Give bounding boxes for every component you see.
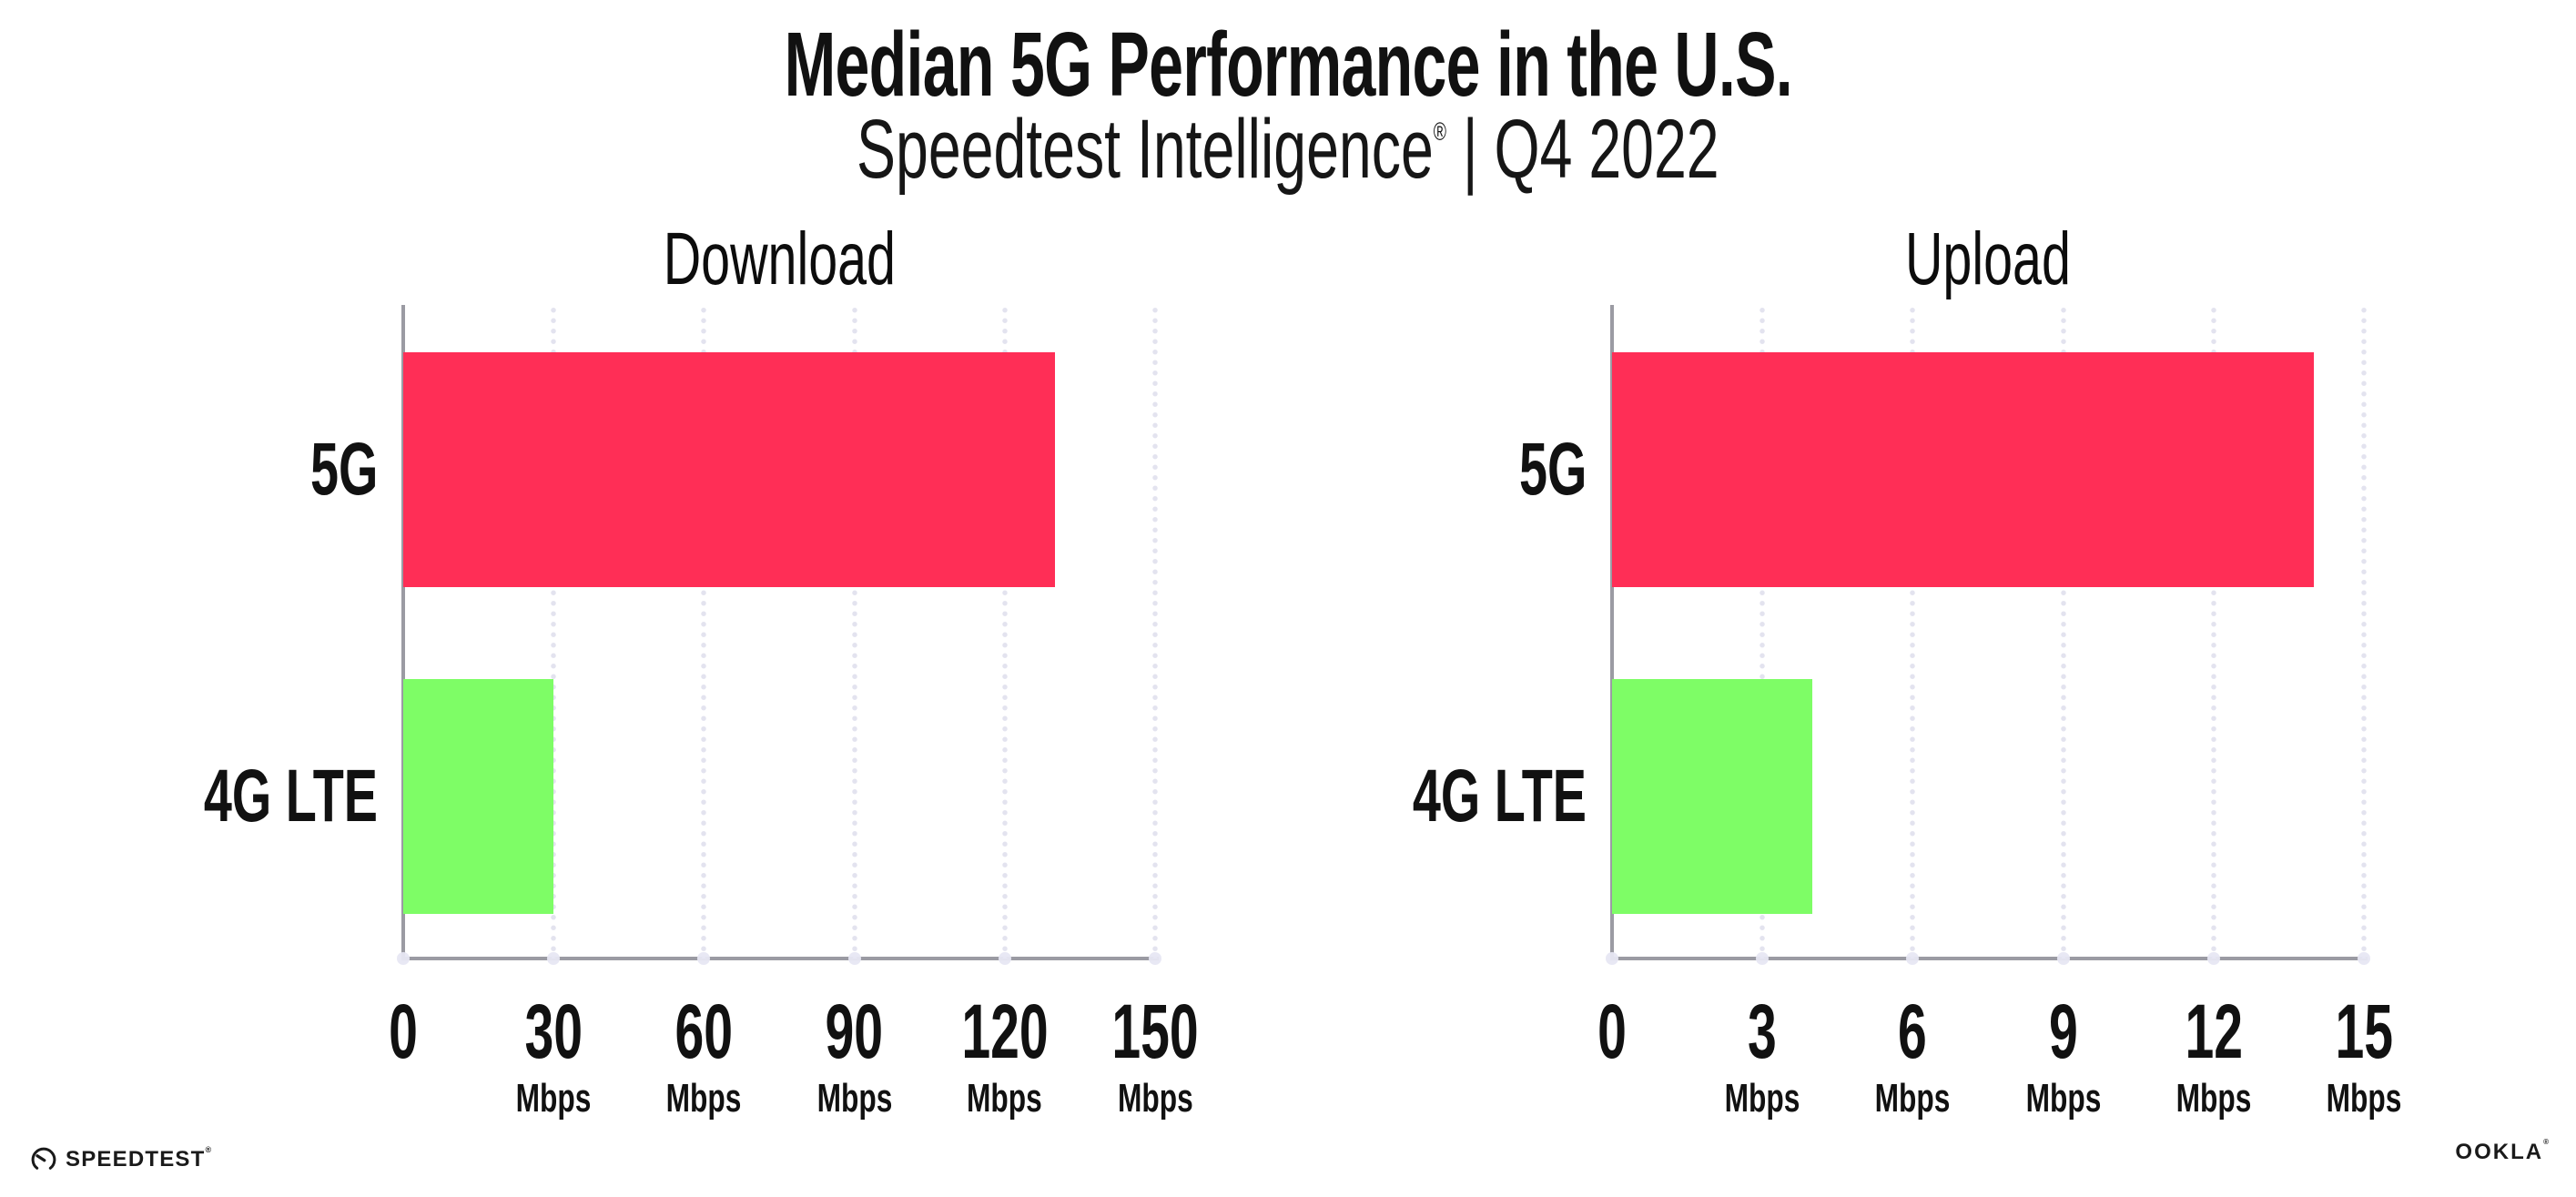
axis-tick-dot-6 [1906,952,1920,965]
axis-tick-dot-0 [1606,952,1618,965]
axis-tick-dot-12 [2206,952,2220,965]
page-title-text: Median 5G Performance in the U.S. [784,14,1792,116]
speedtest-wordmark: SPEEDTEST® [66,1144,212,1172]
x-tick-label-0: 0 [1597,989,1627,1074]
gridline-6 [1909,305,1917,959]
category-label-4g-lte: 4G LTE [1412,755,1587,837]
gridline-30 [550,305,558,959]
ookla-trademark-icon: ® [2543,1137,2549,1146]
x-tick-label-150: 150 Mbps [1111,989,1199,1121]
gridline-90 [850,305,858,959]
axis-tick-dot-90 [847,952,861,965]
x-tick-label-90: 90 Mbps [816,989,892,1121]
download-plot-area: 0 30 Mbps 60 Mbps 90 Mbps 120 Mbps 150 Mbps 5G 4G LT… [204,305,1199,1119]
bar-5g [403,352,1055,587]
x-tick-label-15: 15 Mbps [2326,989,2402,1121]
subtitle-period: | Q4 2022 [1446,103,1719,196]
y-axis-line [401,305,405,960]
x-axis-line [1610,957,2368,960]
page-subtitle: Speedtest Intelligence® | Q4 2022 [0,102,2576,198]
registered-trademark-icon: ® [1433,117,1447,146]
axis-tick-dot-15 [2358,952,2370,965]
axis-tick-dot-9 [2056,952,2070,965]
x-axis-line [401,957,1159,960]
x-tick-label-3: 3 Mbps [1724,989,1800,1121]
gridline-150 [1151,305,1159,959]
gridline-60 [700,305,708,959]
axis-tick-dot-150 [1149,952,1161,965]
category-label-5g: 5G [309,428,378,511]
subtitle-brand: Speedtest Intelligence [857,103,1434,196]
x-tick-label-6: 6 Mbps [1875,989,1951,1121]
axis-tick-dot-120 [998,952,1011,965]
category-label-5g: 5G [1518,428,1587,511]
axis-tick-dot-3 [1756,952,1770,965]
bar-4g-lte [403,679,554,914]
speedtest-trademark-icon: ® [205,1144,212,1154]
axis-tick-dot-60 [697,952,711,965]
axis-tick-dot-0 [397,952,410,965]
ookla-wordmark: OOKLA® [2455,1137,2549,1164]
speedtest-logo: SPEEDTEST® [30,1136,211,1183]
x-tick-label-9: 9 Mbps [2025,989,2101,1121]
category-label-4g-lte: 4G LTE [203,755,378,837]
gridline-120 [1000,305,1009,959]
upload-plot-area: 0 3 Mbps 6 Mbps 9 Mbps 12 Mbps 15 Mbps 5G 4G LTE [1413,305,2401,1119]
gridline-9 [2059,305,2067,959]
y-axis-line [1610,305,1614,960]
gridline-15 [2360,305,2368,959]
upload-chart-title: Upload [1905,218,2071,300]
x-tick-label-120: 120 Mbps [961,989,1049,1121]
gridline-3 [1759,305,1767,959]
bar-5g [1612,352,2314,587]
x-tick-label-60: 60 Mbps [666,989,742,1121]
x-tick-label-12: 12 Mbps [2175,989,2252,1121]
ookla-logo: OOKLA® [2455,1137,2549,1165]
speedtest-gauge-icon [31,1147,56,1170]
bar-4g-lte [1612,679,1813,914]
download-chart-title: Download [663,218,896,300]
page-title: Median 5G Performance in the U.S. [0,13,2576,117]
axis-tick-dot-30 [547,952,561,965]
x-tick-label-0: 0 [389,989,418,1074]
x-tick-label-30: 30 Mbps [515,989,592,1121]
gridline-12 [2209,305,2217,959]
